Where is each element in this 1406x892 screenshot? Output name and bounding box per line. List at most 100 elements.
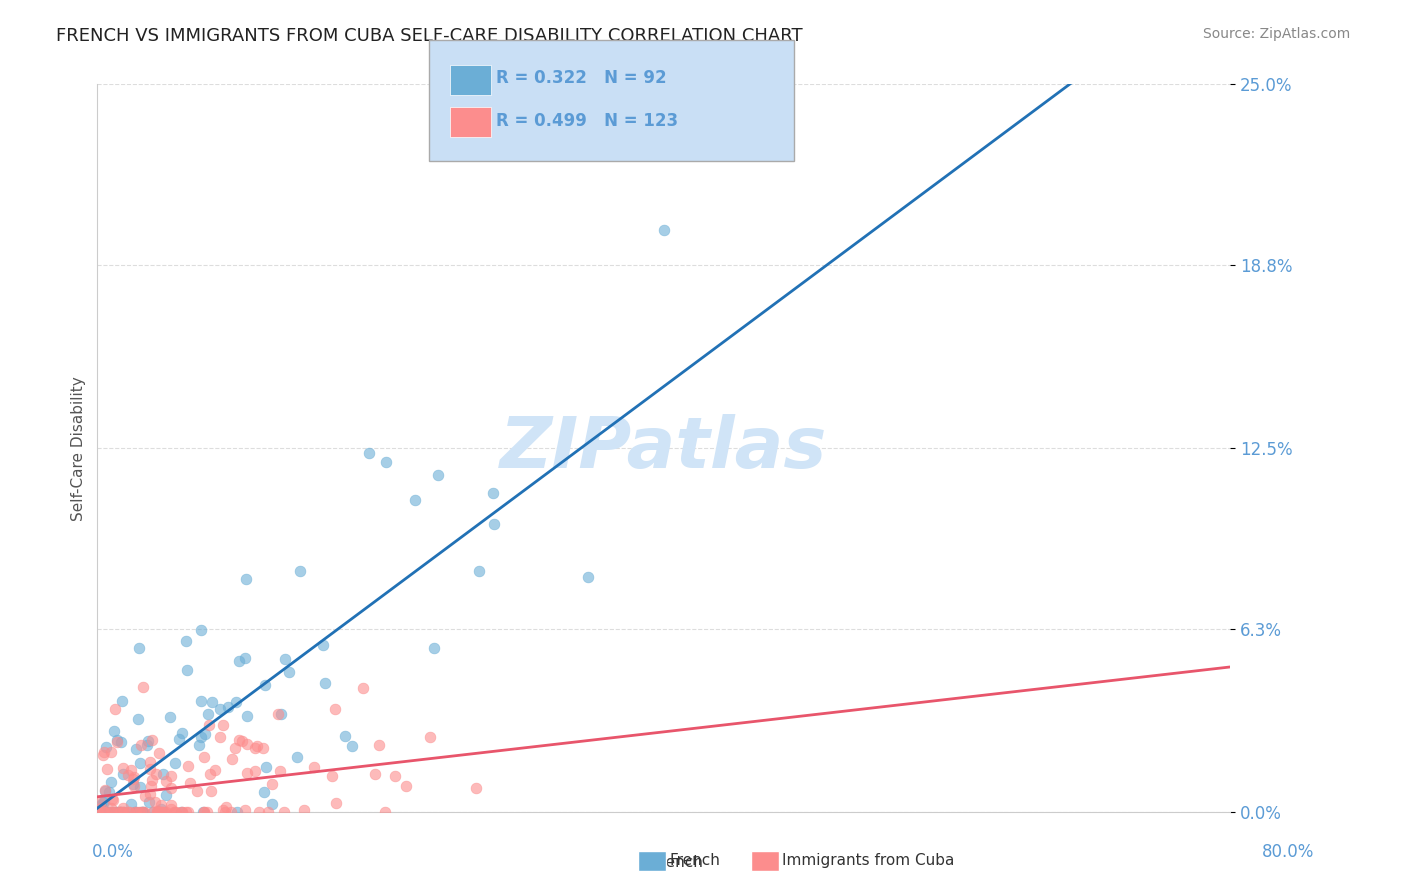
Point bbox=[139, 762, 162, 776]
Point bbox=[224, 740, 246, 755]
Point bbox=[93, 745, 115, 759]
Point bbox=[89, 795, 111, 809]
Point bbox=[468, 565, 491, 579]
Point bbox=[212, 803, 235, 817]
Point bbox=[359, 446, 381, 460]
Point bbox=[325, 796, 347, 810]
Point bbox=[91, 748, 114, 763]
Point bbox=[94, 740, 117, 755]
Point bbox=[576, 570, 599, 584]
Point bbox=[150, 805, 173, 820]
Point bbox=[128, 780, 150, 794]
Point bbox=[117, 767, 139, 781]
Point bbox=[484, 516, 506, 531]
Y-axis label: Self-Care Disability: Self-Care Disability bbox=[72, 376, 86, 521]
Point bbox=[111, 805, 134, 820]
Point bbox=[228, 655, 250, 669]
Point bbox=[108, 805, 131, 820]
Point bbox=[90, 801, 112, 815]
Point bbox=[235, 709, 257, 723]
Point bbox=[211, 718, 233, 732]
Point bbox=[129, 805, 152, 820]
Point bbox=[190, 730, 212, 744]
Text: 0.0%: 0.0% bbox=[91, 843, 134, 861]
Point bbox=[125, 805, 148, 820]
Point bbox=[107, 805, 129, 820]
Point bbox=[186, 784, 208, 798]
Point bbox=[128, 756, 150, 771]
Point bbox=[368, 738, 391, 752]
Point bbox=[98, 785, 121, 799]
Point bbox=[134, 789, 156, 803]
Point bbox=[136, 734, 159, 748]
Point bbox=[209, 702, 232, 716]
Point bbox=[177, 759, 200, 773]
Point bbox=[141, 732, 163, 747]
Point bbox=[132, 805, 155, 820]
Point bbox=[288, 564, 311, 578]
Point bbox=[285, 750, 308, 764]
Point bbox=[193, 727, 215, 741]
Point bbox=[159, 710, 181, 724]
Point bbox=[112, 805, 135, 820]
Point bbox=[201, 695, 224, 709]
Point bbox=[143, 795, 166, 809]
Point bbox=[120, 763, 142, 777]
Text: Source: ZipAtlas.com: Source: ZipAtlas.com bbox=[1202, 27, 1350, 41]
Point bbox=[193, 750, 215, 764]
Point bbox=[323, 702, 346, 716]
Point bbox=[111, 694, 134, 708]
Point bbox=[146, 805, 169, 820]
Point bbox=[121, 772, 143, 786]
Point bbox=[125, 742, 148, 756]
Point bbox=[104, 702, 127, 716]
Point bbox=[195, 805, 218, 820]
Point bbox=[243, 740, 266, 755]
Point bbox=[131, 680, 153, 694]
Point bbox=[94, 783, 117, 797]
Point bbox=[132, 805, 155, 820]
Point bbox=[149, 805, 172, 820]
Point bbox=[179, 775, 201, 789]
Point bbox=[131, 805, 153, 820]
Point bbox=[120, 797, 142, 811]
Point bbox=[190, 694, 212, 708]
Point bbox=[100, 774, 122, 789]
Point bbox=[159, 781, 181, 796]
Point bbox=[333, 729, 356, 743]
Point bbox=[124, 805, 146, 820]
Point bbox=[148, 805, 170, 820]
Point bbox=[214, 805, 236, 820]
Point bbox=[153, 805, 176, 820]
Point bbox=[112, 805, 135, 820]
Point bbox=[427, 467, 450, 482]
Point bbox=[169, 805, 191, 820]
Point bbox=[94, 805, 117, 820]
Point bbox=[149, 805, 172, 820]
Point bbox=[90, 798, 112, 813]
Point bbox=[105, 805, 128, 820]
Point bbox=[482, 486, 505, 500]
Point bbox=[225, 805, 247, 820]
Point bbox=[311, 638, 333, 652]
Point bbox=[260, 797, 283, 811]
Point bbox=[89, 805, 111, 820]
Text: 80.0%: 80.0% bbox=[1263, 843, 1315, 861]
Point bbox=[247, 805, 270, 820]
Point bbox=[233, 650, 256, 665]
Point bbox=[228, 733, 250, 747]
Point bbox=[112, 761, 135, 775]
Point bbox=[163, 805, 186, 820]
Point bbox=[277, 665, 299, 680]
Text: French: French bbox=[669, 854, 720, 868]
Point bbox=[110, 805, 132, 820]
Point bbox=[103, 723, 125, 738]
Point bbox=[152, 767, 174, 781]
Point bbox=[104, 805, 127, 820]
Point bbox=[101, 805, 124, 820]
Point bbox=[160, 798, 183, 813]
Point bbox=[374, 805, 396, 820]
Point bbox=[231, 733, 253, 747]
Point bbox=[273, 652, 295, 666]
Point bbox=[193, 805, 215, 820]
